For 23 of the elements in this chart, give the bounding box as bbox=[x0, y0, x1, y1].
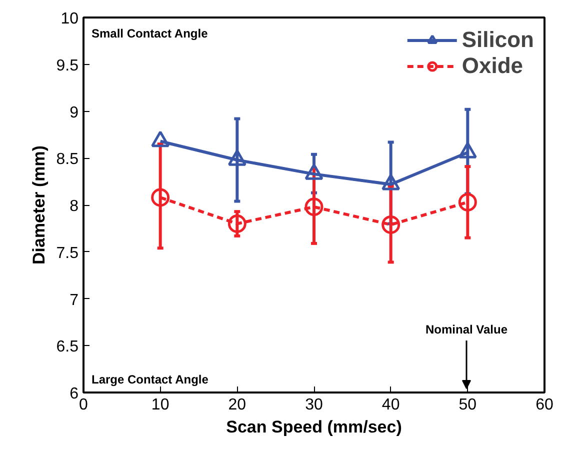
y-tick-label: 6.5 bbox=[56, 338, 79, 356]
x-tick-label: 40 bbox=[382, 396, 400, 414]
legend-label: Oxide bbox=[462, 53, 524, 79]
x-axis-title: Scan Speed (mm/sec) bbox=[226, 418, 402, 436]
legend-label: Silicon bbox=[462, 27, 534, 53]
y-tick-label: 8 bbox=[70, 198, 79, 215]
y-tick-label: 8.5 bbox=[56, 151, 79, 168]
y-tick-label: 7.5 bbox=[56, 244, 79, 262]
annotation: Nominal Value bbox=[425, 322, 508, 336]
annotation: Small Contact Angle bbox=[92, 26, 208, 40]
x-tick-label: 60 bbox=[536, 396, 554, 414]
x-tick-label: 0 bbox=[79, 396, 88, 414]
x-tick-label: 30 bbox=[305, 396, 323, 414]
x-tick-label: 10 bbox=[151, 396, 170, 414]
y-tick-label: 10 bbox=[60, 10, 79, 28]
x-tick-label: 20 bbox=[228, 396, 246, 414]
y-tick-label: 9 bbox=[70, 104, 79, 122]
y-axis-title: Diameter (mm) bbox=[29, 145, 48, 265]
annotation: Large Contact Angle bbox=[92, 372, 209, 386]
x-tick-label: 50 bbox=[458, 396, 477, 414]
y-tick-label: 7 bbox=[70, 292, 79, 309]
y-tick-label: 6 bbox=[70, 386, 79, 402]
y-tick-label: 9.5 bbox=[56, 57, 79, 74]
